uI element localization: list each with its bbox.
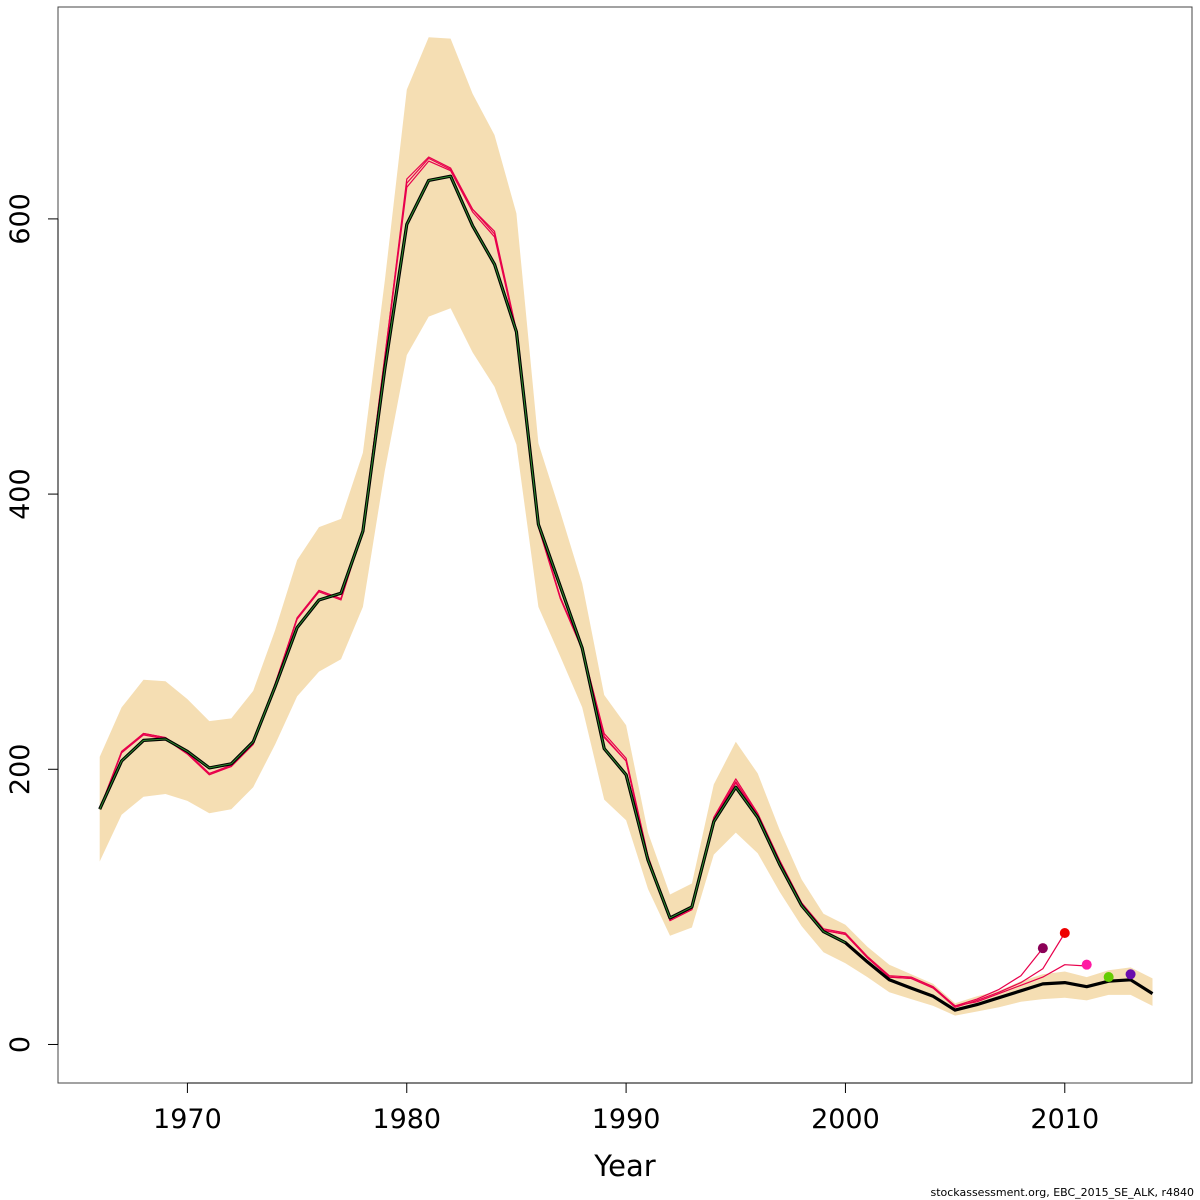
retrospective-line-2 — [99, 160, 1087, 1007]
x-tick-label: 1980 — [372, 1104, 441, 1135]
terminal-point-2010 — [1059, 928, 1070, 939]
footer-credit: stockassessment.org, EBC_2015_SE_ALK, r4… — [930, 1186, 1194, 1199]
confidence-band — [99, 37, 1153, 1016]
confidence-band-area — [99, 37, 1153, 1016]
plot-frame — [57, 6, 1193, 1084]
terminal-point-2013 — [1125, 969, 1136, 980]
x-axis-title: Year — [593, 1149, 655, 1183]
x-tick-label: 1970 — [153, 1104, 222, 1135]
retrospective-lines — [99, 156, 1087, 1008]
y-tick-label: 200 — [5, 744, 36, 796]
y-tick-label: 400 — [5, 468, 36, 520]
estimate-line-outer — [98, 174, 1154, 1012]
x-tick-label: 2010 — [1030, 1104, 1099, 1135]
terminal-points — [1037, 928, 1136, 983]
x-tick-label: 2000 — [811, 1104, 880, 1135]
x-axis: 1970 1980 1990 2000 2010 — [153, 1082, 1099, 1135]
terminal-point-2011 — [1081, 959, 1092, 970]
estimate-line — [98, 174, 1154, 1012]
x-tick-label: 1990 — [592, 1104, 661, 1135]
y-tick-label: 0 — [5, 1036, 36, 1053]
y-axis: 0 200 400 600 — [5, 193, 59, 1053]
retrospective-line-1 — [99, 157, 1066, 1008]
terminal-point-2012 — [1103, 972, 1114, 983]
y-tick-label: 600 — [5, 193, 36, 245]
estimate-line-inner — [99, 175, 846, 944]
terminal-point-2009 — [1037, 943, 1048, 954]
